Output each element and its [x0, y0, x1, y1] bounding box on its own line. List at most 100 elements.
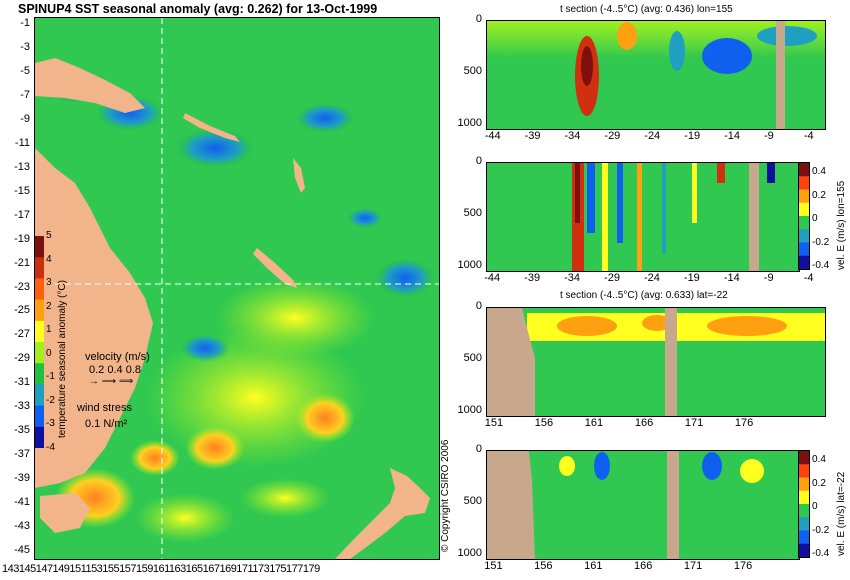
section-panel-3[interactable]	[486, 307, 826, 417]
lat-tick: -9	[20, 112, 30, 125]
map-colorbar-tick: 1	[46, 324, 52, 336]
map-colorbar-tick: 2	[46, 300, 52, 312]
map-colorbar-strip	[35, 236, 44, 449]
wind-legend-value: 0.1 N/m²	[85, 418, 128, 430]
map-lat-axis: -1 -3 -5 -7 -9 -11 -13 -15 -17 -19 -21 -23 -25 -27 -29…	[4, 17, 32, 558]
panel-x-tick: -19	[684, 130, 701, 142]
map-colorbar-tick: 0	[46, 347, 52, 359]
panel-x-tick: 176	[733, 560, 753, 572]
velocity-colorbar-tick: -0.2	[812, 524, 830, 536]
panel-x-tick: -19	[683, 272, 700, 284]
panel-x-tick: -4	[803, 272, 814, 284]
lat-tick: -35	[14, 424, 30, 437]
panel-x-tick: 161	[584, 560, 603, 572]
map-colorbar-swatch	[35, 405, 44, 428]
panel4-colorbar-ticks: 0.4 0.2 0 -0.2 -0.4	[812, 450, 838, 559]
panel-x-tick: -34	[564, 272, 581, 284]
velocity-colorbar-tick: -0.2	[812, 236, 830, 248]
map-colorbar-tick: -3	[46, 418, 55, 430]
panel3-x-axis: 151 156 161 166 171 176	[485, 417, 824, 431]
lat-tick: -21	[14, 256, 30, 269]
map-colorbar-swatch	[35, 236, 44, 258]
panel2-y-axis: 0 500 1000	[452, 155, 484, 271]
panel-y-tick: 500	[463, 494, 482, 507]
velocity-legend-title: velocity (m/s)	[85, 351, 150, 363]
panel-x-tick: 161	[584, 417, 604, 429]
velocity-legend-values: 0.2 0.4 0.8	[89, 364, 141, 376]
map-colorbar-tick: -1	[46, 371, 55, 383]
lat-tick: -5	[20, 64, 30, 77]
panel-x-tick: -44	[484, 272, 501, 284]
section-panel-1-canvas	[487, 21, 825, 129]
map-lon-axis: 1431451471491511531551571591611631651671…	[2, 563, 320, 575]
panel-x-tick: -44	[484, 130, 501, 142]
panel-x-tick: -4	[803, 130, 814, 142]
lat-tick: -1	[20, 17, 30, 29]
panel-x-tick: -29	[604, 130, 621, 142]
map-colorbar-swatch	[35, 384, 44, 407]
map-colorbar-ticks: 5 4 3 2 1 0 -1 -2 -3 -4	[46, 229, 60, 459]
lat-tick: -43	[14, 520, 30, 533]
velocity-colorbar-tick: 0	[812, 213, 818, 224]
velocity-colorbar-tick: -0.4	[812, 548, 830, 559]
panel-x-tick: 166	[634, 417, 654, 429]
panel4-colorbar-strip	[799, 451, 809, 558]
velocity-colorbar-swatch	[799, 229, 809, 243]
velocity-colorbar-swatch	[799, 176, 809, 190]
velocity-colorbar-tick: 0.2	[812, 189, 826, 201]
panel-x-tick: 166	[634, 560, 653, 572]
panel-x-tick: -39	[524, 130, 541, 142]
panel-x-tick: 176	[734, 417, 754, 429]
velocity-colorbar-swatch	[799, 530, 809, 545]
lat-tick: -23	[14, 280, 30, 293]
map-colorbar-swatch	[35, 257, 44, 279]
panel3-y-axis: 0 500 1000	[452, 300, 484, 416]
velocity-colorbar-tick: -0.4	[812, 260, 830, 271]
section-panel-1[interactable]	[486, 20, 826, 130]
section-panel-4[interactable]	[486, 450, 800, 560]
velocity-colorbar-swatch	[799, 451, 809, 465]
velocity-colorbar-swatch	[799, 242, 809, 257]
wind-legend-title: wind stress	[77, 402, 133, 414]
velocity-colorbar-swatch	[799, 490, 809, 505]
velocity-colorbar-swatch	[799, 216, 809, 230]
map-title: SPINUP4 SST seasonal anomaly (avg: 0.262…	[18, 2, 378, 16]
panel-y-tick: 1000	[457, 546, 482, 559]
map-colorbar-swatch	[35, 342, 44, 364]
panel-x-tick: -24	[643, 272, 660, 284]
panel-x-tick: -14	[723, 272, 740, 284]
lat-tick: -45	[14, 544, 30, 556]
section-panel-2[interactable]	[486, 162, 800, 272]
sst-map[interactable]: 5 4 3 2 1 0 -1 -2 -3 -4 temperature seasonal anom…	[34, 17, 440, 560]
lat-tick: -29	[14, 352, 30, 365]
velocity-colorbar-tick: 0.2	[812, 477, 826, 489]
lat-tick: -39	[14, 472, 30, 485]
panel2-x-axis: -44 -39 -34 -29 -24 -19 -14 -9 -4	[484, 272, 813, 286]
panel-y-tick: 500	[463, 206, 482, 219]
section-panel-2-canvas	[487, 163, 799, 271]
map-colorbar-swatch	[35, 426, 44, 449]
panel-y-tick: 500	[463, 351, 482, 364]
panel-x-tick: -9	[763, 272, 774, 284]
velocity-colorbar-swatch	[799, 464, 809, 478]
lat-tick: -15	[14, 184, 30, 197]
panel4-colorbar	[798, 450, 810, 558]
map-colorbar-tick: 3	[46, 277, 52, 289]
map-colorbar-label: temperature seasonal anomaly (°C)	[57, 280, 68, 438]
panel-x-tick: 156	[534, 417, 554, 429]
panel-x-tick: -34	[564, 130, 581, 142]
lat-tick: -25	[14, 304, 30, 317]
velocity-colorbar-swatch	[799, 477, 809, 492]
lat-tick: -41	[14, 496, 30, 509]
panel-x-tick: -29	[604, 272, 620, 284]
velocity-legend-arrows: → ⟶ ⟹	[89, 376, 134, 387]
panel2-colorbar-ticks: 0.4 0.2 0 -0.2 -0.4	[812, 162, 838, 271]
panel-x-tick: 171	[683, 560, 703, 572]
lat-tick: -7	[20, 88, 30, 101]
section-panel-3-canvas	[487, 308, 825, 416]
panel4-side-label: vel. E (m/s) lat=-22	[836, 471, 847, 556]
velocity-colorbar-tick: 0.4	[812, 454, 826, 465]
panel-x-tick: -24	[644, 130, 661, 142]
panel-x-tick: 156	[534, 560, 553, 572]
panel-y-tick: 0	[475, 443, 482, 455]
